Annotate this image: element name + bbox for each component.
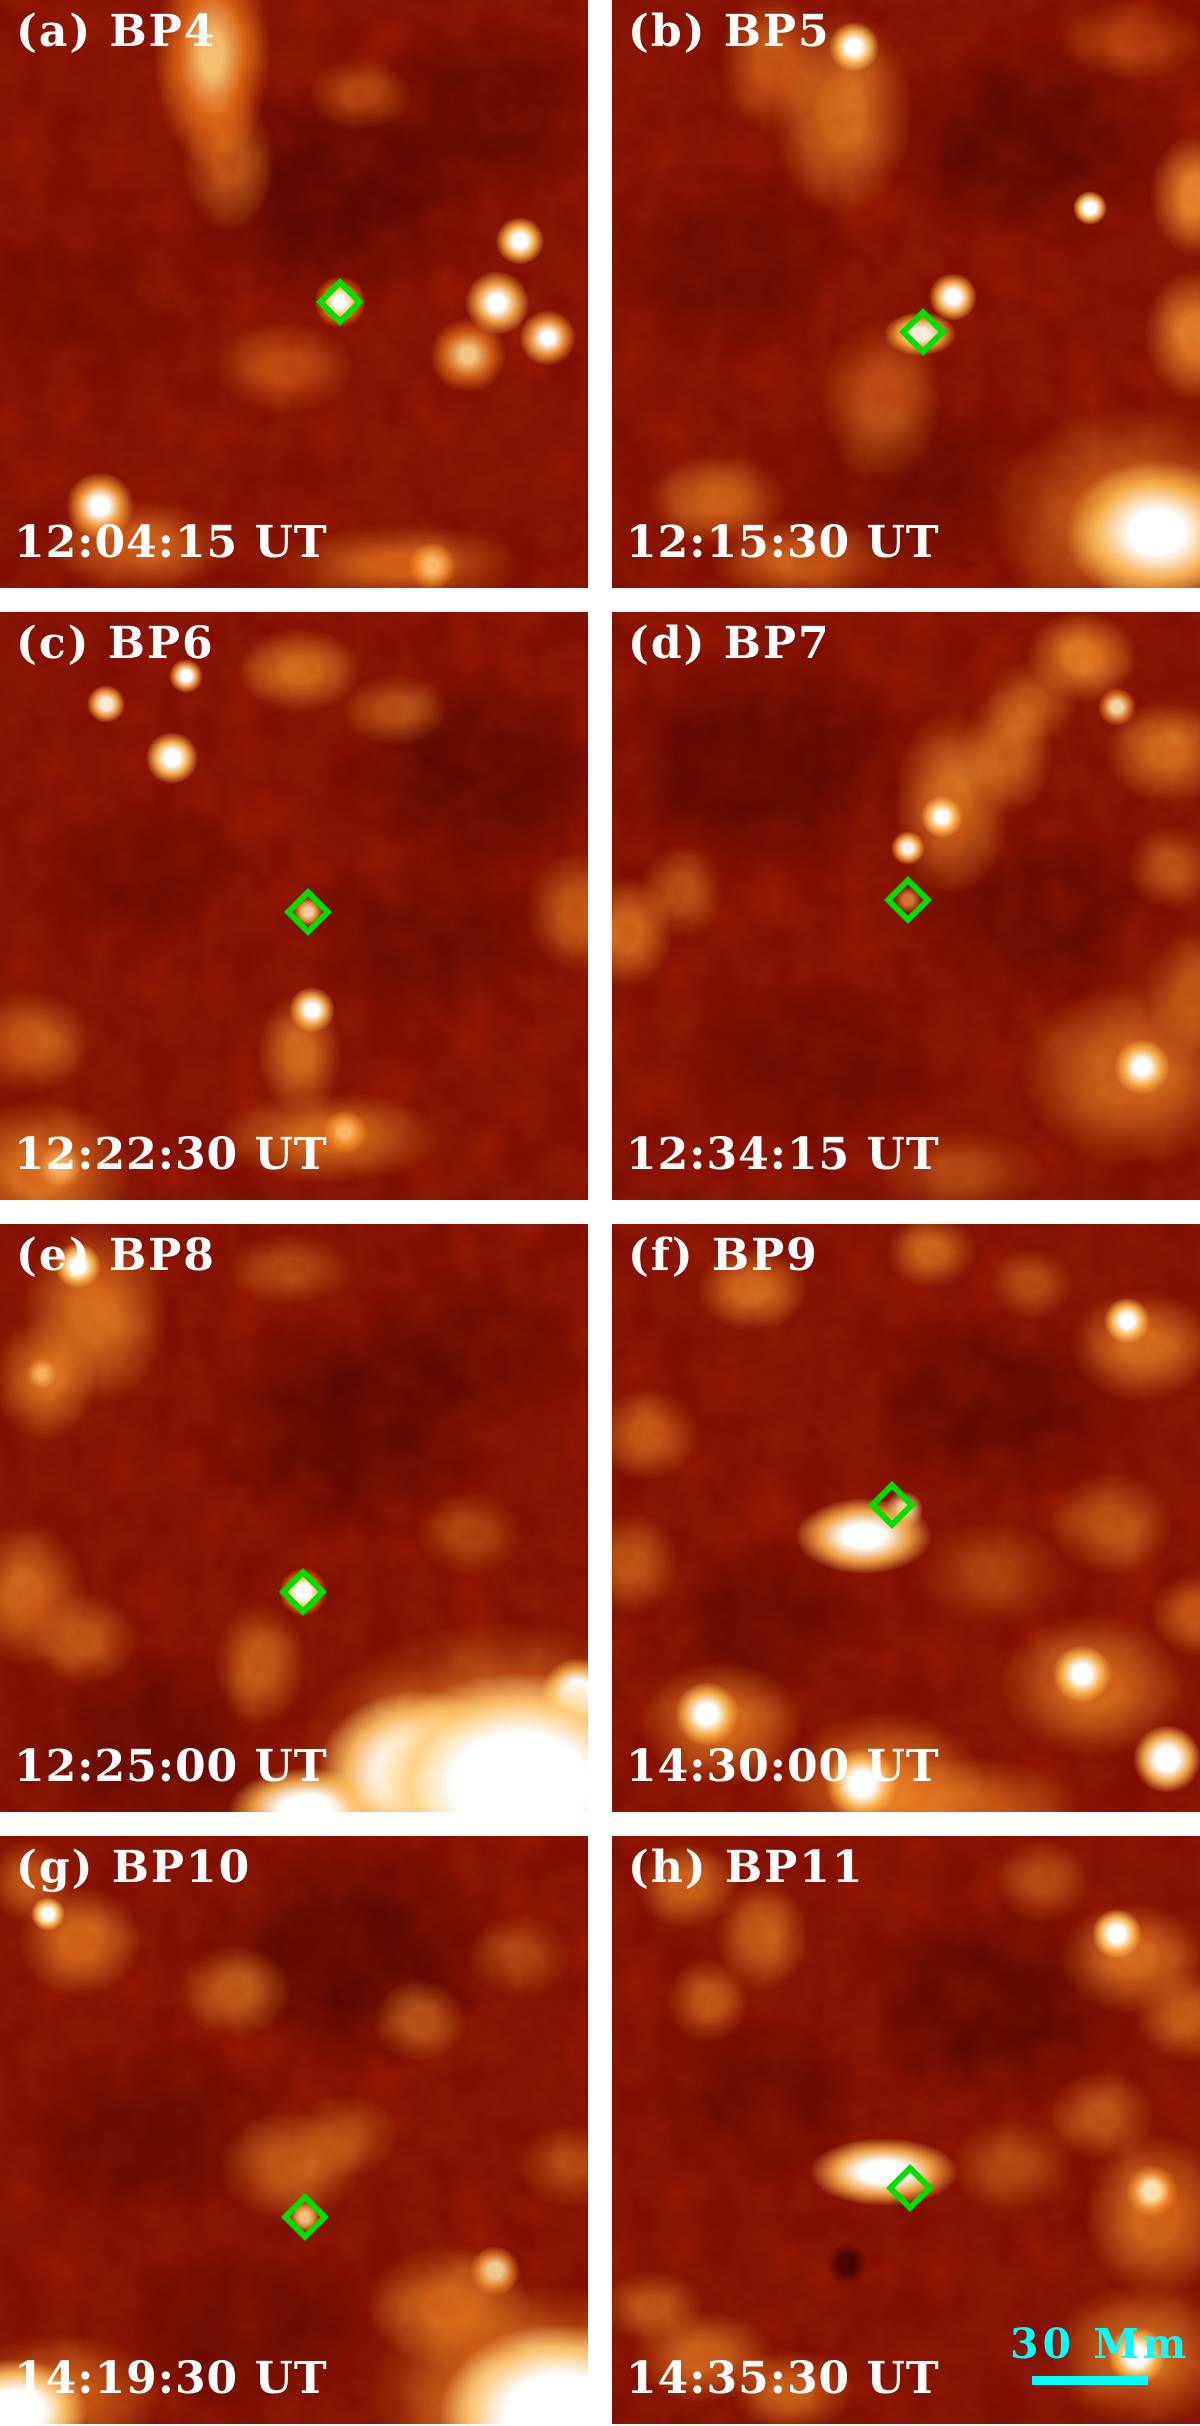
panel-e: (e) BP8 12:25:00 UT xyxy=(0,1224,588,1812)
timestamp-label: 12:22:30 UT xyxy=(14,1129,328,1180)
timestamp-label: 14:35:30 UT xyxy=(626,2353,940,2404)
panel-label: (f) BP9 xyxy=(628,1230,819,1281)
panel-label: (a) BP4 xyxy=(16,6,217,57)
scale-bar-label: 30 Mm xyxy=(1010,2320,1191,2368)
scale-bar-line xyxy=(1032,2376,1148,2385)
timestamp-label: 14:30:00 UT xyxy=(626,1741,940,1792)
solar-euv-image xyxy=(0,0,588,588)
timestamp-label: 12:15:30 UT xyxy=(626,517,940,568)
timestamp-label: 12:34:15 UT xyxy=(626,1129,940,1180)
panel-c: (c) BP6 12:22:30 UT xyxy=(0,612,588,1200)
solar-euv-image xyxy=(612,1224,1200,1812)
panel-label: (h) BP11 xyxy=(628,1842,865,1893)
panel-b: (b) BP5 12:15:30 UT xyxy=(612,0,1200,588)
panel-f: (f) BP9 14:30:00 UT xyxy=(612,1224,1200,1812)
panel-label: (c) BP6 xyxy=(16,618,215,669)
panel-h: (h) BP11 14:35:30 UT 30 Mm xyxy=(612,1836,1200,2424)
panel-label: (g) BP10 xyxy=(16,1842,252,1893)
panel-a: (a) BP4 12:04:15 UT xyxy=(0,0,588,588)
solar-euv-image xyxy=(0,1836,588,2424)
solar-euv-image xyxy=(0,1224,588,1812)
panel-label: (d) BP7 xyxy=(628,618,831,669)
solar-euv-image xyxy=(612,0,1200,588)
panel-label: (e) BP8 xyxy=(16,1230,216,1281)
timestamp-label: 12:04:15 UT xyxy=(14,517,328,568)
panel-label: (b) BP5 xyxy=(628,6,831,57)
timestamp-label: 12:25:00 UT xyxy=(14,1741,328,1792)
panel-g: (g) BP10 14:19:30 UT xyxy=(0,1836,588,2424)
panel-d: (d) BP7 12:34:15 UT xyxy=(612,612,1200,1200)
timestamp-label: 14:19:30 UT xyxy=(14,2353,328,2404)
